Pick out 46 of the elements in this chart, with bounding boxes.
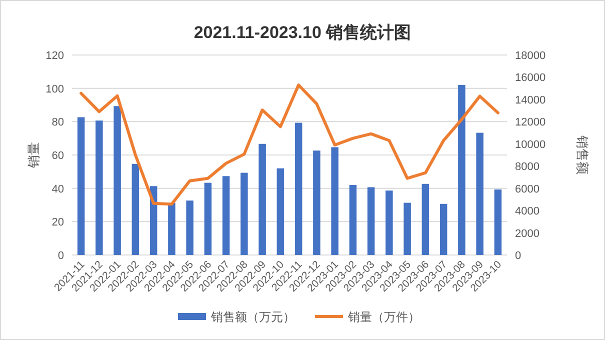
y2-tick-label: 0 [515, 250, 522, 262]
y2-tick-label: 10000 [515, 138, 546, 151]
bar [114, 106, 121, 255]
bar [386, 190, 393, 255]
bar [222, 176, 230, 255]
y-tick-label: 0 [58, 250, 64, 262]
bar [422, 184, 430, 255]
y2-tick-label: 8000 [515, 161, 540, 174]
y2-tick-label: 4000 [515, 206, 540, 218]
y-tick-label: 80 [52, 116, 64, 129]
bar [168, 202, 176, 255]
bar [313, 150, 320, 255]
bar [331, 147, 338, 255]
bar [204, 182, 212, 255]
y2-tick-label: 2000 [515, 228, 540, 240]
y-axis-title: 销量 [26, 142, 41, 169]
bar [294, 122, 302, 255]
bar [276, 168, 284, 255]
legend-label: 销售额（万元） [210, 310, 295, 324]
bar [96, 120, 103, 255]
y-tick-label: 60 [52, 150, 64, 162]
bar [440, 204, 448, 255]
y2-tick-label: 14000 [515, 94, 546, 106]
y2-tick-label: 12000 [515, 116, 546, 129]
bar [258, 144, 266, 255]
legend-label: 销量（万件） [347, 310, 420, 324]
y2-tick-label: 16000 [515, 72, 546, 84]
bar [240, 172, 248, 255]
y2-axis-title: 销售额 [575, 134, 590, 174]
chart-title: 2021.11-2023.10 销售统计图 [194, 23, 412, 42]
y2-tick-label: 6000 [515, 183, 540, 196]
y-tick-label: 40 [52, 183, 64, 196]
bar [186, 200, 194, 255]
bar [367, 187, 375, 255]
y-tick-label: 100 [46, 83, 64, 96]
bar [458, 85, 466, 255]
bar [132, 164, 140, 255]
bar [404, 202, 411, 255]
y-tick-label: 120 [46, 50, 64, 62]
bar [494, 189, 502, 255]
line-series [80, 84, 500, 206]
y-tick-label: 20 [52, 216, 64, 229]
bar [77, 117, 85, 255]
bar [349, 185, 357, 255]
bar [476, 132, 484, 255]
y2-tick-label: 18000 [515, 50, 546, 62]
